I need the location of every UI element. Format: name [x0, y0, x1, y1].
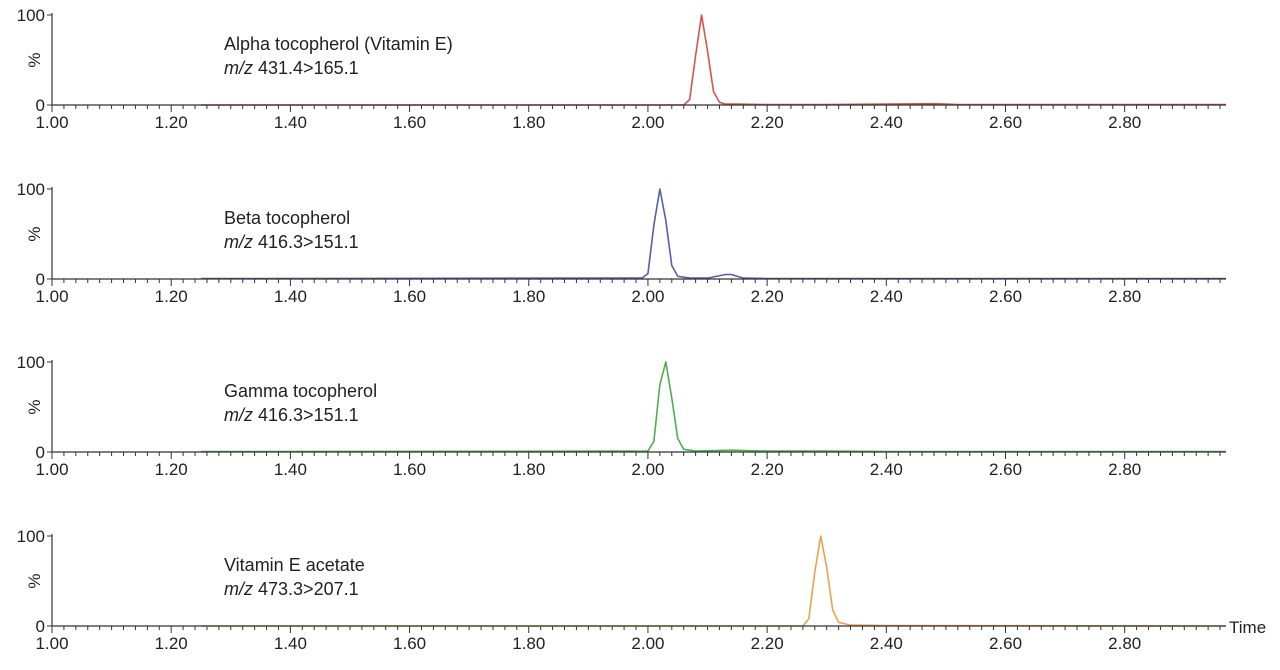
x-tick-label: 2.40 — [870, 460, 903, 479]
x-axis-label: Time — [1229, 618, 1266, 637]
mz-transition-value: 431.4>165.1 — [258, 58, 359, 78]
x-tick-label: 1.60 — [393, 634, 426, 653]
x-tick-label: 2.60 — [989, 460, 1022, 479]
x-tick-label: 2.00 — [631, 287, 664, 306]
x-tick-label: 1.40 — [274, 460, 307, 479]
y-axis-label: % — [25, 573, 44, 588]
x-tick-label: 1.40 — [274, 113, 307, 132]
mz-prefix: m/z — [224, 58, 253, 78]
mz-transition-value: 473.3>207.1 — [258, 579, 359, 599]
x-tick-label: 1.00 — [35, 634, 68, 653]
chromatogram-panel: 0 100% 1.00 1.20 1.40 1.60 1.80 2.00 2.20 2.40 2.6… — [17, 527, 1267, 653]
x-tick-label: 2.40 — [870, 287, 903, 306]
x-tick-label: 2.40 — [870, 634, 903, 653]
x-tick-label: 2.80 — [1108, 287, 1141, 306]
mz-transition-value: 416.3>151.1 — [258, 232, 359, 252]
mz-transition-value: 416.3>151.1 — [258, 405, 359, 425]
x-tick-label: 1.20 — [155, 460, 188, 479]
y-tick-label: 100 — [17, 527, 45, 546]
chromatogram-trace — [200, 361, 1226, 453]
x-tick-label: 2.00 — [631, 460, 664, 479]
chromatogram-trace — [200, 14, 1226, 106]
x-tick-label: 2.60 — [989, 634, 1022, 653]
x-tick-label: 1.20 — [155, 287, 188, 306]
x-tick-label: 2.60 — [989, 113, 1022, 132]
x-tick-label: 2.20 — [751, 287, 784, 306]
mrm-transition: m/z 416.3>151.1 — [224, 405, 359, 425]
x-tick-label: 2.80 — [1108, 634, 1141, 653]
y-tick-label: 0 — [36, 617, 45, 636]
x-tick-label: 2.80 — [1108, 113, 1141, 132]
y-tick-label: 0 — [36, 96, 45, 115]
chromatogram-panel: 0 100% 1.00 1.20 1.40 1.60 1.80 2.00 2.20 2.40 2.6… — [17, 180, 1226, 306]
x-tick-label: 1.20 — [155, 113, 188, 132]
mrm-transition: m/z 416.3>151.1 — [224, 232, 359, 252]
y-tick-label: 0 — [36, 443, 45, 462]
y-tick-label: 100 — [17, 6, 45, 25]
x-tick-label: 1.80 — [512, 460, 545, 479]
x-tick-label: 1.80 — [512, 634, 545, 653]
y-axis-label: % — [25, 52, 44, 67]
compound-name: Gamma tocopherol — [224, 381, 377, 401]
compound-name: Beta tocopherol — [224, 208, 350, 228]
y-tick-label: 100 — [17, 180, 45, 199]
x-tick-label: 1.40 — [274, 287, 307, 306]
x-tick-label: 1.00 — [35, 460, 68, 479]
mrm-transition: m/z 431.4>165.1 — [224, 58, 359, 78]
x-tick-label: 2.20 — [751, 113, 784, 132]
x-tick-label: 1.60 — [393, 113, 426, 132]
compound-name: Vitamin E acetate — [224, 555, 365, 575]
x-tick-label: 2.40 — [870, 113, 903, 132]
chromatogram-trace — [200, 535, 1227, 627]
x-tick-label: 1.00 — [35, 287, 68, 306]
y-tick-label: 0 — [36, 270, 45, 289]
x-tick-label: 1.60 — [393, 287, 426, 306]
compound-name: Alpha tocopherol (Vitamin E) — [224, 34, 453, 54]
chromatogram-panel: 0 100% 1.00 1.20 1.40 1.60 1.80 2.00 2.20 2.40 2.6… — [17, 353, 1226, 479]
mrm-transition: m/z 473.3>207.1 — [224, 579, 359, 599]
x-tick-label: 2.20 — [751, 634, 784, 653]
x-tick-label: 2.80 — [1108, 460, 1141, 479]
mz-prefix: m/z — [224, 579, 253, 599]
x-tick-label: 2.60 — [989, 287, 1022, 306]
x-tick-label: 1.20 — [155, 634, 188, 653]
chromatogram-panel: 0 100% 1.00 1.20 1.40 1.60 1.80 2.00 2.20 2.40 2.6… — [17, 6, 1226, 132]
x-tick-label: 1.80 — [512, 287, 545, 306]
y-axis-label: % — [25, 399, 44, 414]
y-axis-label: % — [25, 226, 44, 241]
x-tick-label: 2.20 — [751, 460, 784, 479]
x-tick-label: 1.40 — [274, 634, 307, 653]
mz-prefix: m/z — [224, 405, 253, 425]
x-tick-label: 2.00 — [631, 113, 664, 132]
x-tick-label: 1.00 — [35, 113, 68, 132]
x-tick-label: 2.00 — [631, 634, 664, 653]
x-tick-label: 1.60 — [393, 460, 426, 479]
mz-prefix: m/z — [224, 232, 253, 252]
y-tick-label: 100 — [17, 353, 45, 372]
x-tick-label: 1.80 — [512, 113, 545, 132]
